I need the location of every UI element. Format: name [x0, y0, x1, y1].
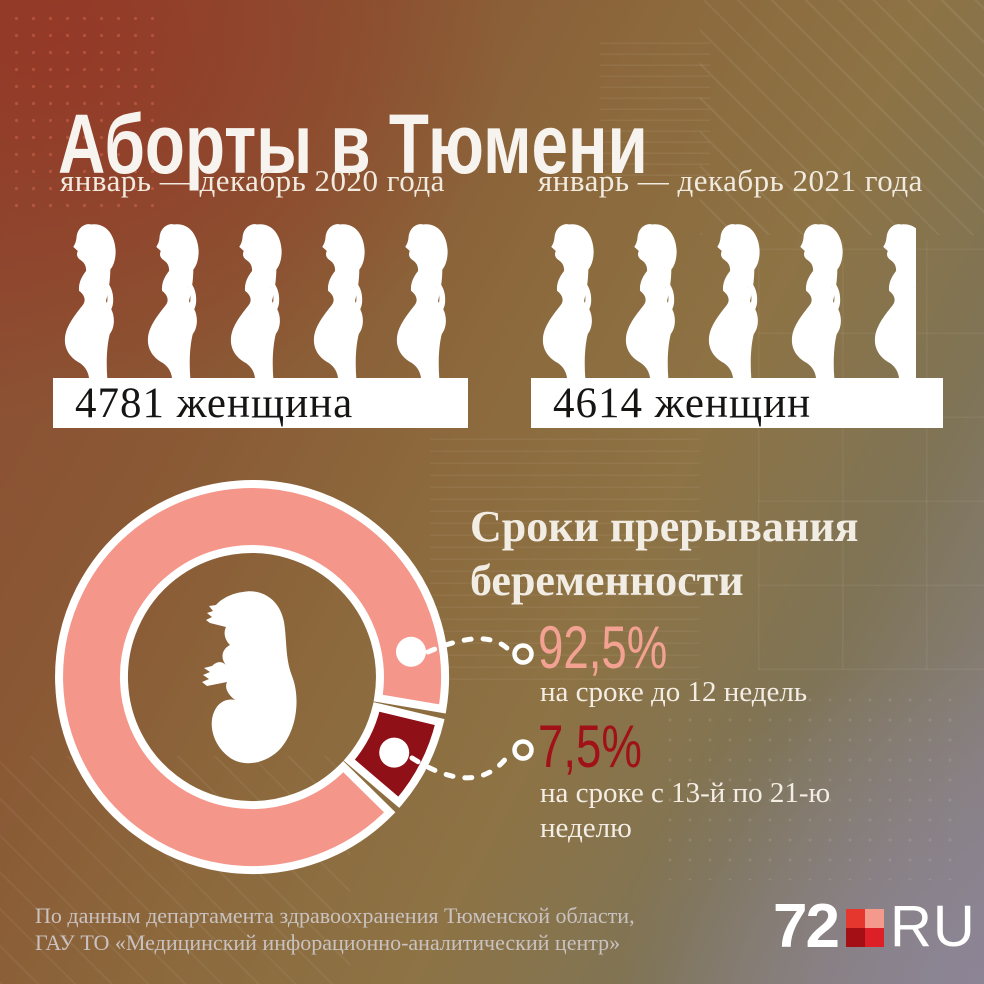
year-2021-column: январь — декабрь 2021 года 4614 женщин	[531, 163, 945, 433]
pregnant-woman-icon	[791, 224, 843, 378]
period-label-2021: январь — декабрь 2021 года	[538, 163, 923, 198]
pregnant-woman-icon	[64, 224, 116, 378]
callout-dot-7-5	[379, 737, 410, 768]
pregnant-woman-icon	[147, 224, 199, 378]
chart-title-line1: Сроки прерывания	[470, 502, 859, 551]
chart-title: Сроки прерывания беременности	[470, 500, 858, 608]
logo-prefix: 72	[773, 891, 840, 961]
callout-line-92-5	[425, 636, 513, 655]
pregnant-woman-icon	[542, 224, 594, 378]
pregnant-woman-icon-partial	[865, 215, 916, 378]
pregnant-woman-icon	[230, 224, 282, 378]
72ru-logo: 72 RU	[773, 892, 976, 961]
year-2020-column: январь — декабрь 2020 года 4781 женщина	[53, 163, 470, 433]
logo-square-quadrant-2	[845, 928, 865, 947]
figures-row-2021	[533, 213, 945, 378]
donut-slice-92-5	[55, 480, 450, 874]
pregnant-woman-icon	[313, 224, 365, 378]
figures-row-2020	[55, 213, 470, 378]
count-bar-2020: 4781 женщина	[53, 378, 468, 428]
callout-ring-92-5	[512, 643, 534, 665]
source-line1: По данным департамента здравоохранения Т…	[35, 903, 635, 928]
count-bar-2021: 4614 женщин	[531, 378, 943, 428]
logo-square-icon	[845, 909, 884, 947]
logo-square-quadrant-3	[864, 928, 884, 947]
percent-7-5: 7,5%	[538, 713, 642, 780]
percent-92-5-label: на сроке до 12 недель	[540, 676, 808, 708]
chart-title-line2: беременности	[470, 556, 744, 605]
source-line2: ГАУ ТО «Медицинский инфорационно-аналити…	[35, 930, 621, 955]
pregnant-woman-icon	[874, 224, 916, 378]
count-label-2020: 4781 женщина	[75, 379, 354, 427]
pregnant-woman-icon	[708, 224, 760, 378]
callout-ring-7-5	[512, 739, 534, 761]
callout-line-7-5	[409, 750, 513, 781]
fetus-icon	[202, 591, 297, 764]
count-label-2021: 4614 женщин	[553, 379, 812, 427]
page-title: Аборты в Тюмени	[58, 97, 648, 192]
percent-92-5: 92,5%	[538, 614, 668, 681]
period-label-2020: январь — декабрь 2020 года	[60, 163, 445, 198]
logo-suffix: RU	[889, 893, 976, 959]
percent-7-5-label: на сроке с 13-й по 21-ю неделю	[540, 777, 831, 844]
logo-square-quadrant-1	[864, 909, 884, 928]
pregnant-woman-icon	[625, 224, 677, 378]
pregnant-woman-icon	[396, 224, 448, 378]
donut-chart	[55, 480, 534, 874]
pregnant-woman-icon-partial	[387, 215, 452, 378]
callout-dot-92-5	[396, 636, 426, 667]
logo-square-quadrant-0	[845, 909, 865, 928]
